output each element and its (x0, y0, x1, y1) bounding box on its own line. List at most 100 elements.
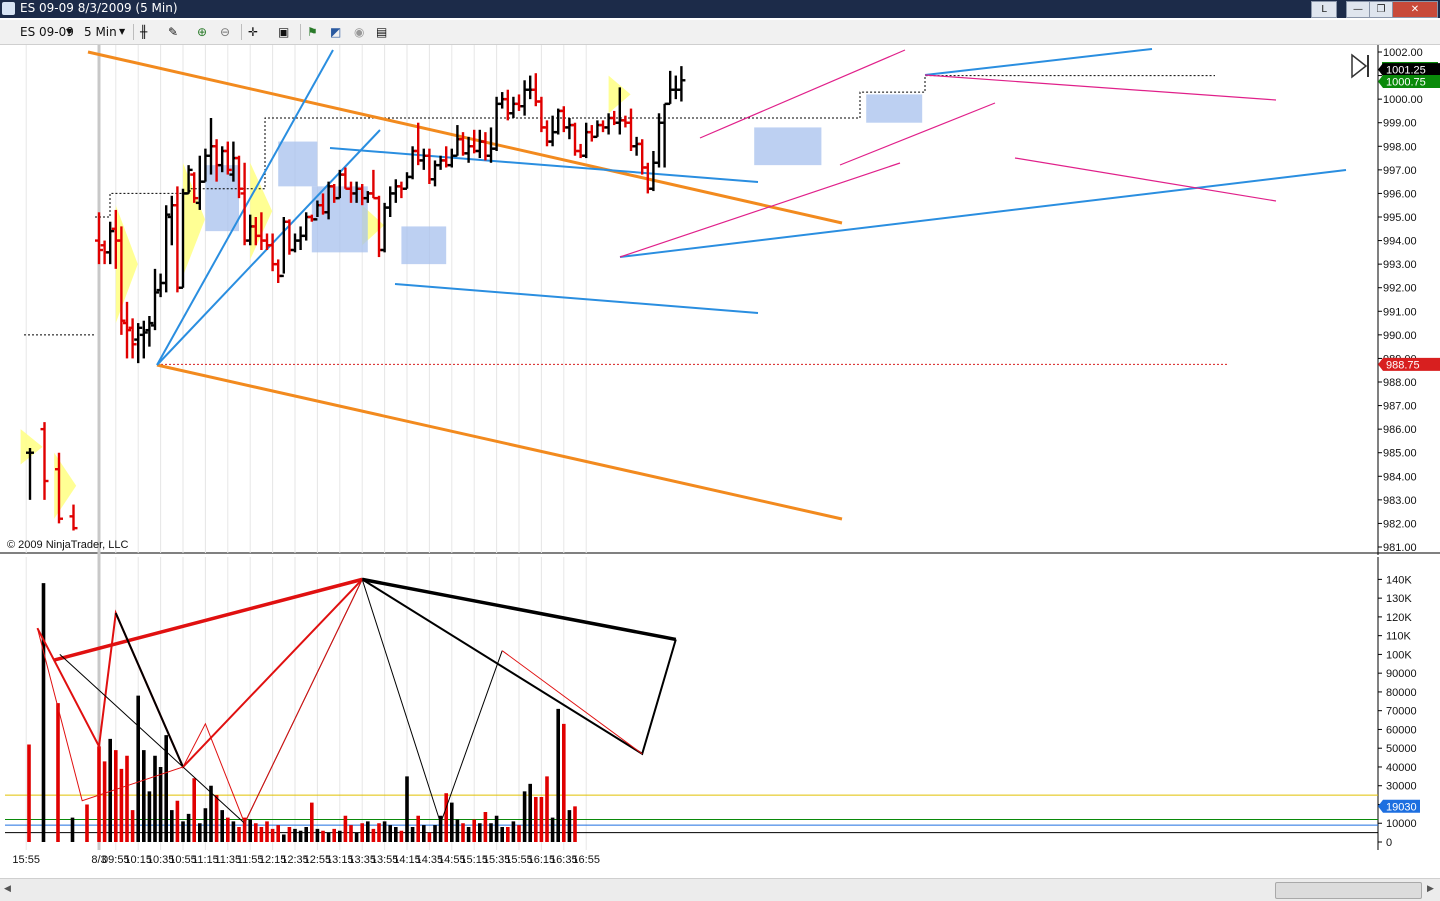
ohlc-bar (162, 205, 171, 293)
drawing-tool-icon[interactable]: ✎ (168, 25, 179, 39)
link-button[interactable]: L (1311, 1, 1337, 18)
crosshair-icon[interactable]: ✛ (248, 25, 259, 39)
price-volume-chart[interactable]: 15:55 8/309:5510:1510:3510:5511:1511:3511… (0, 45, 1440, 877)
scroll-right-icon[interactable]: ▶ (1427, 884, 1434, 894)
volume-tick-label: 80000 (1386, 687, 1417, 699)
x-tick-label: 15:55 (12, 854, 40, 866)
x-tick-label: 13:55 (371, 854, 399, 866)
x-tick-label: 12:35 (281, 854, 309, 866)
x-tick-label: 11:15 (192, 854, 219, 866)
scrollbar-thumb[interactable] (1275, 882, 1422, 899)
value-area-box (754, 127, 822, 166)
price-tick-label: 996.00 (1383, 188, 1417, 200)
data-box-icon[interactable]: ▣ (278, 25, 290, 39)
chevron-down-icon[interactable]: ▼ (66, 27, 73, 36)
running-high-line (95, 75, 1215, 218)
window-title: ES 09-09 8/3/2009 (5 Min) (20, 1, 178, 15)
price-tick-label: 995.00 (1383, 212, 1417, 224)
x-tick-label: 11:35 (214, 854, 241, 866)
x-tick-label: 12:55 (304, 854, 332, 866)
price-tag: 1001.25 (1378, 63, 1440, 77)
volume-tag: 19030 (1378, 799, 1420, 813)
ohlc-bar (95, 212, 103, 265)
magenta-channel-line (924, 74, 1277, 101)
x-tick-label: 14:15 (393, 854, 421, 866)
minimize-button[interactable]: — (1346, 1, 1370, 18)
indicators-icon[interactable]: ◩ (330, 25, 342, 39)
price-tag-shape (1378, 74, 1440, 88)
strategy-icon[interactable]: ⚑ (307, 25, 318, 39)
magenta-channel-line (619, 162, 901, 258)
resistance-trendline (87, 50, 843, 225)
price-tag: 988.75 (1378, 357, 1440, 371)
ohlc-bar (117, 226, 126, 335)
scroll-to-end-icon (1351, 53, 1368, 79)
price-tick-label: 998.00 (1383, 141, 1417, 153)
price-tick-label: 981.00 (1383, 542, 1417, 554)
rising-channel-line (156, 129, 381, 366)
price-tag: 1000.75 (1378, 74, 1440, 88)
instrument-selector[interactable]: ES 09-09 (20, 25, 74, 39)
volume-tick-label: 10000 (1386, 818, 1417, 830)
volume-tag-label: 19030 (1386, 801, 1417, 813)
volume-tick-label: 0 (1386, 837, 1392, 849)
bar-type-icon[interactable]: ╫ (140, 25, 148, 39)
price-tag-shape (1378, 357, 1440, 371)
long-uptrend-line (619, 169, 1347, 258)
price-tick-label: 987.00 (1383, 401, 1417, 413)
ohlc-bar (26, 448, 34, 500)
upper-blue-trendline (924, 48, 1153, 76)
x-tick-label: 12:15 (259, 854, 287, 866)
interval-selector[interactable]: 5 Min (84, 25, 117, 39)
ohlc-bar (69, 504, 78, 531)
zoom-out-icon[interactable]: ⊖ (220, 25, 231, 39)
copyright-text: © 2009 NinjaTrader, LLC (7, 539, 128, 551)
falling-channel-top-line (329, 147, 759, 183)
price-tick-label: 984.00 (1383, 471, 1417, 483)
volume-tick-label: 130K (1386, 593, 1412, 605)
ohlc-bar (134, 323, 143, 364)
volume-tick-label: 40000 (1386, 762, 1417, 774)
ohlc-bar (128, 318, 137, 359)
restore-button[interactable]: ❐ (1369, 1, 1393, 18)
price-tick-label: 990.00 (1383, 330, 1417, 342)
window-title-bar: ES 09-09 8/3/2009 (5 Min) L — ❐ ✕ (0, 0, 1440, 18)
price-tick-label: 992.00 (1383, 283, 1417, 295)
chart-toolbar: ES 09-09 ▼ 5 Min ▼ ╫ ✎ ⊕ ⊖ ✛ ▣ ⚑ ◩ ◉ ▤ (0, 20, 1440, 45)
x-tick-label: 13:15 (326, 854, 354, 866)
volume-tick-label: 50000 (1386, 743, 1417, 755)
x-tick-label: 16:15 (528, 854, 556, 866)
scroll-left-icon[interactable]: ◀ (4, 884, 11, 894)
volume-tick-label: 70000 (1386, 706, 1417, 718)
zoom-in-icon[interactable]: ⊕ (197, 25, 208, 39)
chart-properties-icon[interactable]: ▤ (376, 25, 388, 39)
price-tag-label: 988.75 (1386, 359, 1420, 371)
price-tag-label: 1000.75 (1386, 76, 1426, 88)
price-tag-label: 1001.25 (1386, 65, 1426, 77)
horizontal-scrollbar[interactable]: ◀ ▶ (0, 878, 1440, 901)
volume-swing-line (501, 650, 643, 755)
magenta-channel-line (839, 102, 996, 166)
volume-tick-label: 60000 (1386, 724, 1417, 736)
price-tick-label: 993.00 (1383, 259, 1417, 271)
ohlc-bar (55, 452, 63, 524)
price-tick-label: 985.00 (1383, 448, 1417, 460)
value-area-box (278, 141, 318, 187)
price-tick-label: 986.00 (1383, 424, 1417, 436)
volume-tick-label: 90000 (1386, 668, 1417, 680)
properties-icon[interactable]: ◉ (354, 25, 365, 39)
close-button[interactable]: ✕ (1392, 1, 1438, 18)
app-icon (2, 2, 15, 15)
ohlc-bar (151, 268, 159, 331)
volume-swing-line (361, 577, 677, 642)
price-tick-label: 991.00 (1383, 306, 1417, 318)
x-tick-label: 15:55 (505, 854, 533, 866)
chevron-down-icon[interactable]: ▼ (119, 27, 126, 36)
ohlc-bar (184, 165, 193, 195)
x-tick-label: 15:15 (460, 854, 488, 866)
ohlc-bar (235, 155, 243, 199)
price-tick-label: 994.00 (1383, 236, 1417, 248)
volume-profile-shape (20, 429, 43, 465)
falling-channel-bottom-line (394, 283, 759, 314)
volume-tick-label: 100K (1386, 649, 1412, 661)
